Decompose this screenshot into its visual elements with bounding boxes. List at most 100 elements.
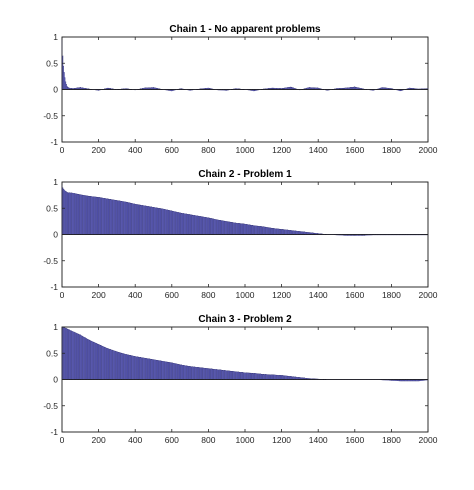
bar: [184, 365, 185, 379]
bar: [291, 230, 292, 234]
bar: [168, 210, 169, 234]
bar: [287, 376, 288, 380]
bar: [160, 361, 161, 380]
bar: [269, 375, 270, 380]
bar: [150, 359, 151, 379]
bar: [259, 374, 260, 380]
bar: [224, 370, 225, 379]
bar: [230, 371, 231, 380]
bar: [118, 201, 119, 235]
bar: [65, 328, 66, 380]
bar: [78, 334, 79, 380]
bar: [85, 338, 86, 380]
bar: [123, 354, 124, 380]
bar: [274, 228, 275, 234]
bar: [194, 215, 195, 234]
bar: [207, 368, 208, 379]
bar: [250, 225, 251, 235]
x-tick-label: 200: [92, 435, 106, 445]
bar: [210, 218, 211, 234]
bar: [288, 230, 289, 234]
bar: [208, 218, 209, 235]
bar: [209, 218, 210, 235]
bar: [180, 365, 181, 380]
bar: [158, 208, 159, 234]
bar: [279, 229, 280, 235]
bar: [173, 211, 174, 234]
bar: [281, 229, 282, 234]
bar: [298, 231, 299, 234]
bar: [229, 371, 230, 380]
bar: [106, 348, 107, 380]
bar: [121, 201, 122, 234]
bar: [168, 362, 169, 379]
bar: [115, 351, 116, 379]
bar: [233, 371, 234, 379]
bar: [131, 203, 132, 234]
bar: [204, 368, 205, 380]
bar: [92, 342, 93, 380]
bar: [289, 376, 290, 379]
bar: [262, 374, 263, 379]
bar: [256, 226, 257, 235]
bar: [206, 368, 207, 379]
bar: [139, 205, 140, 235]
bar: [275, 375, 276, 380]
bar: [92, 196, 93, 234]
bar: [170, 211, 171, 235]
bar: [120, 201, 121, 234]
bar: [62, 56, 63, 90]
bar: [134, 356, 135, 379]
bar: [128, 355, 129, 380]
bar: [197, 216, 198, 235]
bar: [224, 221, 225, 235]
bar: [267, 374, 268, 379]
bar: [263, 374, 264, 379]
bar: [300, 231, 301, 234]
bar: [71, 331, 72, 380]
bar: [114, 351, 115, 380]
bar: [271, 375, 272, 380]
bar: [111, 199, 112, 234]
bar: [254, 373, 255, 379]
bar: [185, 214, 186, 235]
bar: [152, 207, 153, 235]
bar: [123, 202, 124, 235]
bar: [159, 208, 160, 234]
bar: [182, 213, 183, 234]
bar: [135, 356, 136, 379]
bar: [180, 213, 181, 235]
bar: [105, 347, 106, 379]
bar: [90, 196, 91, 234]
bar: [202, 217, 203, 235]
bar: [104, 347, 105, 379]
x-tick-label: 1400: [309, 145, 328, 155]
bar: [228, 222, 229, 235]
bar: [141, 357, 142, 379]
bar: [94, 197, 95, 235]
bar: [207, 368, 208, 379]
bar: [243, 373, 244, 380]
bar: [291, 376, 292, 379]
bar: [109, 199, 110, 234]
bar: [69, 330, 70, 380]
bar: [126, 202, 127, 234]
bar: [91, 341, 92, 380]
bar: [148, 206, 149, 234]
bar: [189, 366, 190, 379]
bar: [169, 210, 170, 234]
bar: [87, 196, 88, 235]
bar: [191, 367, 192, 380]
x-tick-label: 1400: [309, 435, 328, 445]
bar: [171, 211, 172, 235]
bar: [250, 225, 251, 234]
bar: [225, 221, 226, 234]
bar: [63, 189, 64, 235]
bar: [138, 205, 139, 235]
bar: [287, 230, 288, 235]
bar: [132, 356, 133, 380]
bar: [102, 346, 103, 379]
bar: [207, 218, 208, 235]
bar: [221, 370, 222, 380]
bar: [288, 376, 289, 379]
